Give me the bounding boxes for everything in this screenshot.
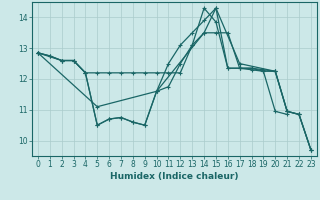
X-axis label: Humidex (Indice chaleur): Humidex (Indice chaleur) <box>110 172 239 181</box>
